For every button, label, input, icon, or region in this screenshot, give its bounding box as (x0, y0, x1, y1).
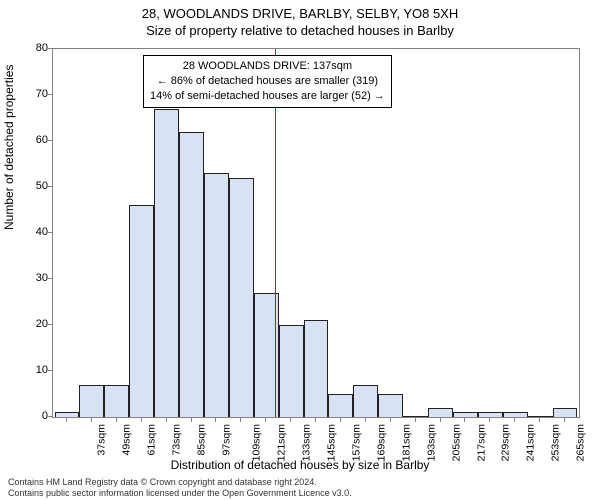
xtick-label: 109sqm (251, 424, 263, 461)
xtick-label: 217sqm (475, 424, 487, 461)
histogram-bar (55, 412, 80, 417)
ytick-mark (48, 232, 52, 233)
ytick-mark (48, 94, 52, 95)
xtick-mark (66, 418, 67, 422)
xtick-mark (166, 418, 167, 422)
xtick-mark (489, 418, 490, 422)
xtick-mark (116, 418, 117, 422)
histogram-bar (528, 416, 553, 417)
annotation-line-2: ← 86% of detached houses are smaller (31… (150, 74, 385, 89)
ytick-label: 40 (8, 226, 48, 238)
xtick-label: 61sqm (145, 424, 157, 456)
ytick-label: 20 (8, 318, 48, 330)
annotation-line-3: 14% of semi-detached houses are larger (… (150, 89, 385, 104)
plot-area: 28 WOODLANDS DRIVE: 137sqm← 86% of detac… (52, 48, 580, 418)
histogram-bar (378, 394, 403, 417)
chart-container: 28, WOODLANDS DRIVE, BARLBY, SELBY, YO8 … (0, 0, 600, 500)
ytick-mark (48, 416, 52, 417)
histogram-bar (403, 416, 428, 417)
xtick-mark (440, 418, 441, 422)
histogram-bar (79, 385, 104, 417)
xtick-mark (464, 418, 465, 422)
xtick-mark (240, 418, 241, 422)
xtick-label: 121sqm (276, 424, 288, 461)
ytick-mark (48, 48, 52, 49)
annotation-box: 28 WOODLANDS DRIVE: 137sqm← 86% of detac… (143, 55, 392, 108)
xtick-label: 97sqm (220, 424, 232, 456)
xtick-mark (315, 418, 316, 422)
xtick-mark (265, 418, 266, 422)
histogram-bar (453, 412, 478, 417)
super-title: 28, WOODLANDS DRIVE, BARLBY, SELBY, YO8 … (0, 0, 600, 21)
ytick-mark (48, 324, 52, 325)
ytick-mark (48, 186, 52, 187)
ytick-label: 10 (8, 364, 48, 376)
xtick-label: 229sqm (500, 424, 512, 461)
xtick-label: 37sqm (96, 424, 108, 456)
xtick-label: 169sqm (375, 424, 387, 461)
xtick-mark (141, 418, 142, 422)
ytick-mark (48, 140, 52, 141)
ytick-label: 60 (8, 134, 48, 146)
histogram-bar (129, 205, 154, 417)
xtick-label: 205sqm (450, 424, 462, 461)
histogram-bar (154, 109, 179, 417)
xtick-mark (91, 418, 92, 422)
xtick-label: 145sqm (325, 424, 337, 461)
histogram-bar (328, 394, 353, 417)
histogram-bar (304, 320, 329, 417)
ytick-mark (48, 370, 52, 371)
xtick-mark (514, 418, 515, 422)
xtick-mark (340, 418, 341, 422)
xtick-label: 253sqm (550, 424, 562, 461)
xtick-label: 193sqm (425, 424, 437, 461)
main-title: Size of property relative to detached ho… (0, 21, 600, 38)
histogram-bar (428, 408, 453, 417)
histogram-bar (179, 132, 204, 417)
xtick-label: 49sqm (120, 424, 132, 456)
histogram-bar (503, 412, 528, 417)
xtick-mark (215, 418, 216, 422)
ytick-label: 50 (8, 180, 48, 192)
xtick-label: 133sqm (301, 424, 313, 461)
histogram-bar (204, 173, 229, 417)
ytick-label: 0 (8, 410, 48, 422)
ytick-label: 70 (8, 88, 48, 100)
ytick-label: 80 (8, 42, 48, 54)
footer-line-3: Contains public sector information licen… (8, 488, 352, 498)
footer-line-1: Contains HM Land Registry data © Crown c… (8, 477, 352, 487)
xtick-label: 181sqm (400, 424, 412, 461)
xtick-label: 73sqm (170, 424, 182, 456)
footer-text: Contains HM Land Registry data © Crown c… (8, 477, 352, 498)
xtick-mark (191, 418, 192, 422)
xtick-mark (365, 418, 366, 422)
xtick-label: 157sqm (350, 424, 362, 461)
xtick-label: 265sqm (574, 424, 586, 461)
histogram-bar (229, 178, 254, 417)
xtick-mark (564, 418, 565, 422)
xtick-label: 85sqm (195, 424, 207, 456)
ytick-mark (48, 278, 52, 279)
histogram-bar (104, 385, 129, 417)
histogram-bar (279, 325, 304, 417)
xtick-mark (539, 418, 540, 422)
histogram-bar (478, 412, 503, 417)
annotation-line-1: 28 WOODLANDS DRIVE: 137sqm (150, 59, 385, 74)
histogram-bar (353, 385, 378, 417)
xtick-mark (415, 418, 416, 422)
ytick-label: 30 (8, 272, 48, 284)
xtick-mark (390, 418, 391, 422)
xtick-mark (290, 418, 291, 422)
histogram-bar (553, 408, 578, 417)
xtick-label: 241sqm (525, 424, 537, 461)
